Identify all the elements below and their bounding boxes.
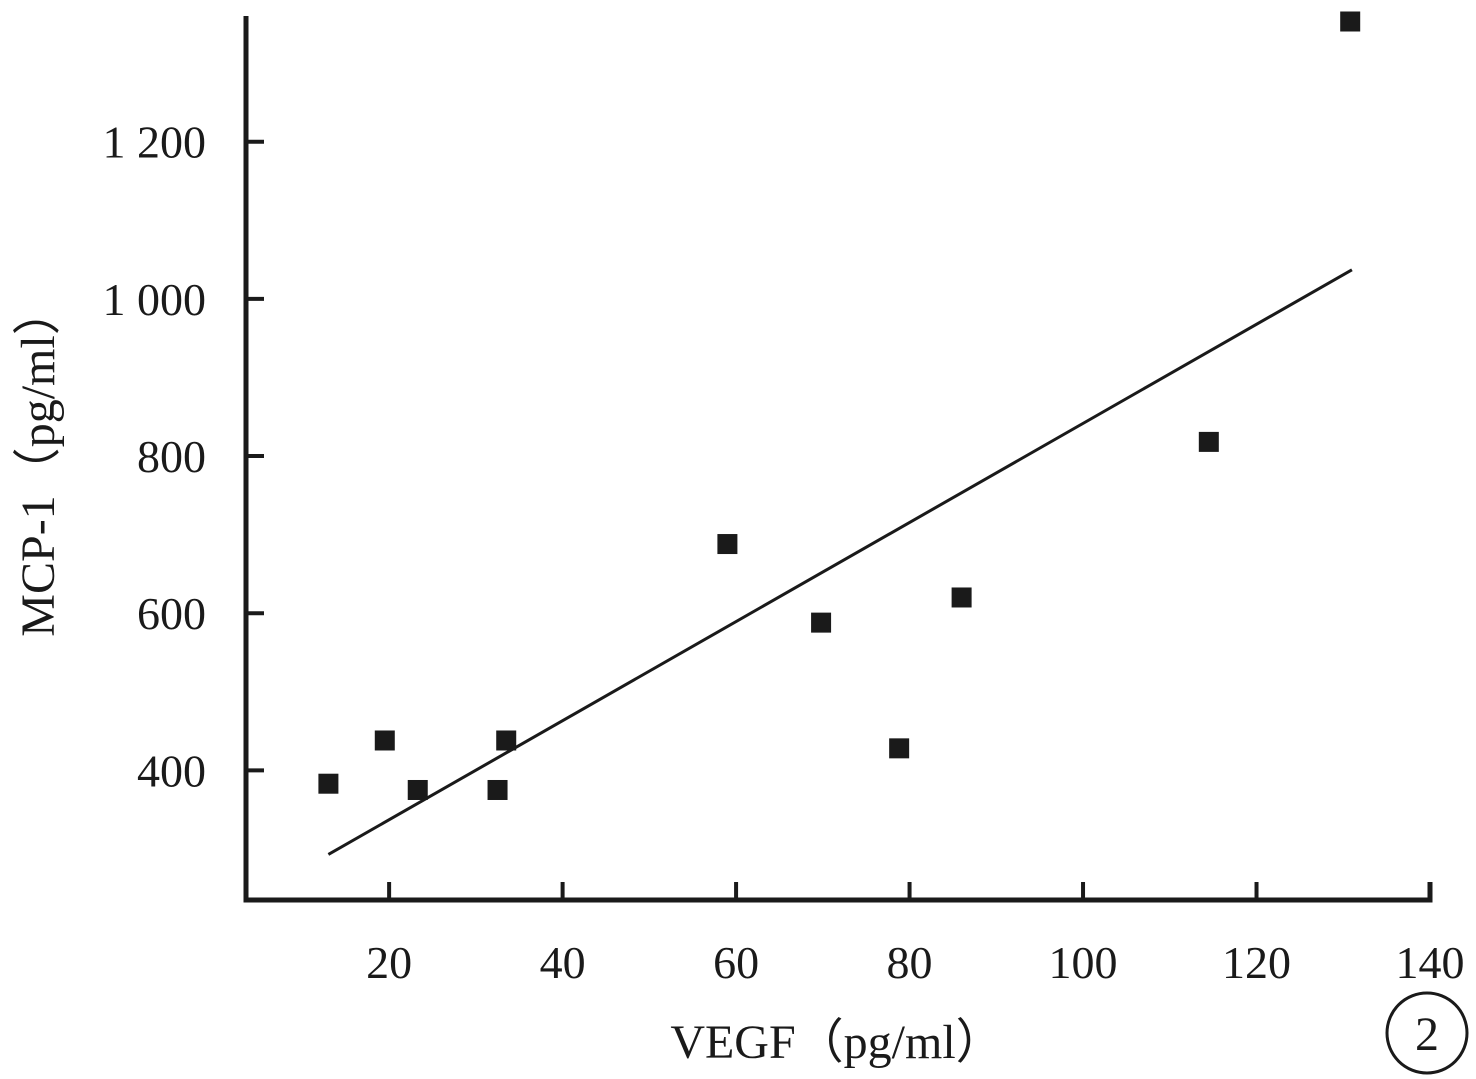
- y-tick-label: 1 000: [103, 274, 207, 325]
- data-point: [407, 779, 428, 800]
- data-points: [318, 11, 1361, 800]
- data-point: [318, 773, 339, 794]
- data-point: [374, 730, 395, 751]
- panel-label-number: 2: [1415, 1008, 1439, 1061]
- x-tick-label: 80: [887, 937, 933, 988]
- x-tick-label: 120: [1222, 937, 1291, 988]
- data-point: [496, 730, 517, 751]
- data-point: [889, 738, 910, 759]
- x-tick-label: 40: [540, 937, 586, 988]
- y-tick-label: 1 200: [103, 117, 207, 168]
- panel-label-circle: [1385, 991, 1469, 1075]
- data-point: [811, 612, 832, 633]
- y-tick-label: 800: [137, 431, 206, 482]
- data-point: [1340, 11, 1361, 32]
- x-tick-label: 140: [1396, 937, 1465, 988]
- regression-line-group: [327, 268, 1353, 856]
- y-axis-ticks: 400 600 800 1 000 1 200: [103, 117, 264, 796]
- x-axis-title: VEGF（pg/ml）: [670, 1016, 1003, 1069]
- y-axis-title: MCP-1（pg/ml）: [12, 287, 65, 636]
- regression-line: [327, 268, 1353, 856]
- x-tick-label: 100: [1049, 937, 1118, 988]
- x-axis-ticks: 20 40 60 80 100 120 140: [366, 882, 1465, 988]
- data-point: [717, 534, 738, 555]
- x-tick-label: 60: [713, 937, 759, 988]
- data-point: [1198, 431, 1219, 452]
- y-tick-label: 600: [137, 588, 206, 639]
- data-point: [951, 587, 972, 608]
- x-tick-label: 20: [366, 937, 412, 988]
- axes: [243, 16, 1433, 903]
- axis-lines: [243, 16, 1433, 903]
- panel-label: 2: [1385, 991, 1469, 1075]
- data-point: [487, 779, 508, 800]
- y-tick-label: 400: [137, 745, 206, 796]
